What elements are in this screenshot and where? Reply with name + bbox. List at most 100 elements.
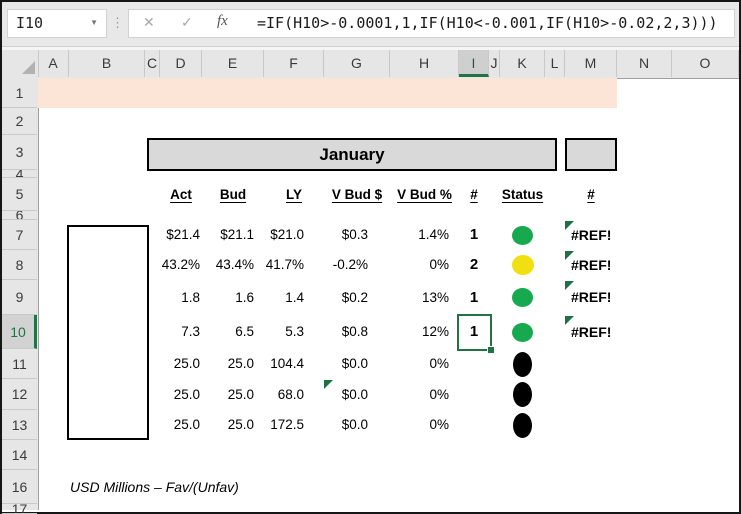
error-indicator-icon bbox=[324, 380, 333, 389]
column-header-O[interactable]: O bbox=[672, 50, 739, 77]
column-header-A[interactable]: A bbox=[38, 50, 69, 77]
error-indicator-icon bbox=[565, 316, 574, 325]
cell-F9[interactable]: 1.4 bbox=[285, 290, 304, 305]
cell-M8-ref-error[interactable]: #REF! bbox=[571, 257, 612, 273]
row-header-10[interactable]: 10 bbox=[2, 315, 37, 349]
cell-F10[interactable]: 5.3 bbox=[285, 324, 304, 339]
cell-F8[interactable]: 41.7% bbox=[265, 257, 304, 272]
column-header-C[interactable]: C bbox=[145, 50, 160, 77]
cell-H10[interactable]: 12% bbox=[421, 324, 449, 339]
cell-F11[interactable]: 104.4 bbox=[270, 356, 304, 371]
cell-D8[interactable]: 43.2% bbox=[161, 257, 200, 272]
cell-E7[interactable]: $21.1 bbox=[220, 227, 254, 242]
row-header-6[interactable]: 6 bbox=[2, 211, 37, 220]
fill-handle[interactable] bbox=[487, 346, 495, 354]
cancel-icon[interactable]: ✕ bbox=[143, 14, 155, 30]
row-header-7[interactable]: 7 bbox=[2, 220, 37, 250]
row-header-1[interactable]: 1 bbox=[2, 78, 37, 108]
column-header-K[interactable]: K bbox=[500, 50, 545, 77]
formula-buttons: ✕ ✓ fx bbox=[128, 9, 249, 38]
row-header-5[interactable]: 5 bbox=[2, 178, 37, 211]
row-header-8[interactable]: 8 bbox=[2, 250, 37, 280]
cell-H9[interactable]: 13% bbox=[421, 290, 449, 305]
cell-H12[interactable]: 0% bbox=[429, 387, 449, 402]
cell-H8[interactable]: 0% bbox=[429, 257, 449, 272]
cell-I9[interactable]: 1 bbox=[469, 289, 479, 306]
cell-D11[interactable]: 25.0 bbox=[173, 356, 200, 371]
cell-M9-ref-error[interactable]: #REF! bbox=[571, 289, 612, 305]
column-header-D[interactable]: D bbox=[160, 50, 202, 77]
cell-D12[interactable]: 25.0 bbox=[173, 387, 200, 402]
row-header-12[interactable]: 12 bbox=[2, 379, 37, 410]
cell-G9[interactable]: $0.2 bbox=[341, 290, 368, 305]
column-header-L[interactable]: L bbox=[545, 50, 565, 77]
cell-M10-ref-error[interactable]: #REF! bbox=[571, 324, 612, 340]
cell-E9[interactable]: 1.6 bbox=[235, 290, 254, 305]
column-header-M[interactable]: M bbox=[565, 50, 617, 77]
status-icon-green[interactable] bbox=[512, 225, 533, 245]
formula-input[interactable]: =IF(H10>-0.0001,1,IF(H10<-0.001,IF(H10>-… bbox=[248, 9, 735, 38]
cell-I8[interactable]: 2 bbox=[469, 256, 479, 273]
cell-I10[interactable]: 1 bbox=[469, 323, 479, 340]
row-header-16[interactable]: 16 bbox=[2, 470, 37, 504]
footnote-cell[interactable]: USD Millions – Fav/(Unfav) bbox=[70, 473, 239, 501]
error-indicator-icon bbox=[565, 251, 574, 260]
empty-header-box[interactable] bbox=[565, 138, 617, 171]
status-icon-black[interactable] bbox=[513, 382, 532, 407]
select-all-button[interactable] bbox=[2, 50, 39, 77]
name-box[interactable]: I10 ▼ bbox=[7, 9, 107, 38]
insert-function-icon[interactable]: fx bbox=[217, 13, 228, 29]
column-header-G[interactable]: G bbox=[324, 50, 390, 77]
column-header-N[interactable]: N bbox=[617, 50, 672, 77]
cell-G13[interactable]: $0.0 bbox=[341, 417, 368, 432]
cell-D10[interactable]: 7.3 bbox=[181, 324, 200, 339]
cell-H11[interactable]: 0% bbox=[429, 356, 449, 371]
row-header-11[interactable]: 11 bbox=[2, 349, 37, 379]
status-icon-black[interactable] bbox=[513, 412, 532, 438]
footnote-text: USD Millions – Fav/(Unfav) bbox=[70, 479, 239, 495]
row-header-9[interactable]: 9 bbox=[2, 280, 37, 315]
status-icon-green[interactable] bbox=[512, 322, 533, 342]
cell-H7[interactable]: 1.4% bbox=[418, 227, 449, 242]
column-header-E[interactable]: E bbox=[202, 50, 264, 77]
row-header-13[interactable]: 13 bbox=[2, 410, 37, 440]
row-header-2[interactable]: 2 bbox=[2, 108, 37, 135]
column-header-J[interactable]: J bbox=[489, 50, 500, 77]
cell-F7[interactable]: $21.0 bbox=[270, 227, 304, 242]
cell-F12[interactable]: 68.0 bbox=[277, 387, 304, 402]
cell-G8[interactable]: -0.2% bbox=[332, 257, 368, 272]
column-header-B[interactable]: B bbox=[69, 50, 145, 77]
cell-I7[interactable]: 1 bbox=[469, 226, 479, 243]
cell-H13[interactable]: 0% bbox=[429, 417, 449, 432]
row-header-4[interactable]: 4 bbox=[2, 170, 37, 178]
enter-icon[interactable]: ✓ bbox=[181, 14, 193, 30]
row-header-17[interactable]: 17 bbox=[2, 504, 37, 514]
cell-D7[interactable]: $21.4 bbox=[166, 227, 200, 242]
cell-E10[interactable]: 6.5 bbox=[235, 324, 254, 339]
cell-M7-ref-error[interactable]: #REF! bbox=[571, 227, 612, 243]
cell-E12[interactable]: 25.0 bbox=[227, 387, 254, 402]
cell-G12[interactable]: $0.0 bbox=[341, 387, 368, 402]
cell-D9[interactable]: 1.8 bbox=[181, 290, 200, 305]
cell-E11[interactable]: 25.0 bbox=[227, 356, 254, 371]
status-icon-yellow[interactable] bbox=[511, 255, 534, 275]
cell-G10[interactable]: $0.8 bbox=[341, 324, 368, 339]
empty-outlined-box[interactable] bbox=[67, 225, 149, 440]
column-header-H[interactable]: H bbox=[390, 50, 459, 77]
error-indicator-icon bbox=[565, 281, 574, 290]
row-header-14[interactable]: 14 bbox=[2, 440, 37, 470]
column-header-F[interactable]: F bbox=[264, 50, 324, 77]
cell-E8[interactable]: 43.4% bbox=[215, 257, 254, 272]
column-header-I[interactable]: I bbox=[459, 50, 489, 77]
status-icon-green[interactable] bbox=[512, 288, 533, 307]
cell-F13[interactable]: 172.5 bbox=[270, 417, 304, 432]
cell-D13[interactable]: 25.0 bbox=[173, 417, 200, 432]
cell-G7[interactable]: $0.3 bbox=[341, 227, 368, 242]
cell-G11[interactable]: $0.0 bbox=[341, 356, 368, 371]
status-icon-black[interactable] bbox=[513, 351, 532, 377]
row-header-3[interactable]: 3 bbox=[2, 135, 37, 170]
cell-E13[interactable]: 25.0 bbox=[227, 417, 254, 432]
month-title-cell[interactable]: January bbox=[147, 138, 557, 171]
name-box-dropdown-icon[interactable]: ▼ bbox=[90, 18, 98, 27]
